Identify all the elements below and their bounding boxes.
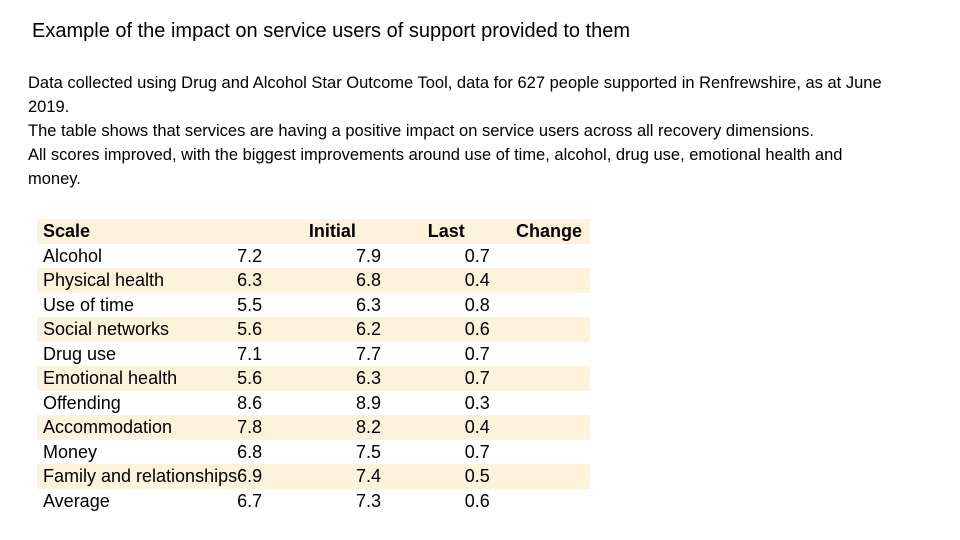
cell-change: 0.7 (464, 441, 490, 462)
cell-initial: 6.7 (237, 490, 263, 511)
cell-scale: Social networks (43, 319, 170, 339)
cell-change: 0.8 (464, 294, 490, 315)
cell-initial: 7.8 (237, 417, 263, 437)
cell-last: 6.3 (355, 294, 381, 315)
cell-initial: 7.2 (237, 245, 263, 266)
cell-scale: Accommodation (43, 417, 173, 437)
cell-last: 7.3 (355, 490, 381, 511)
cell-last: 8.9 (355, 392, 381, 413)
outcomes-table: Scale Initial Last Change Alcohol 7.2 7.9 0… (37, 219, 590, 513)
cell-change: 0.3 (464, 392, 490, 413)
cell-initial: 8.6 (237, 392, 263, 413)
cell-scale: Emotional health (43, 368, 178, 388)
cell-scale: Drug use (43, 343, 117, 364)
table-header-row: Scale Initial Last Change (37, 219, 590, 244)
table-row: Use of time 5.5 6.3 0.8 (37, 292, 590, 317)
cell-last: 8.2 (355, 417, 381, 437)
table-row: Money 6.8 7.5 0.7 (37, 439, 590, 464)
header-change: Change (515, 221, 582, 241)
cell-change: 0.6 (464, 319, 490, 339)
cell-last: 7.7 (355, 343, 381, 364)
cell-last: 7.4 (355, 466, 381, 486)
cell-initial: 5.5 (237, 294, 263, 315)
cell-change: 0.7 (464, 245, 490, 266)
cell-last: 6.2 (355, 319, 381, 339)
table-row: Drug use 7.1 7.7 0.7 (37, 341, 590, 366)
cell-scale: Offending (43, 392, 121, 413)
cell-last: 7.9 (355, 245, 381, 266)
outcomes-table-wrap: Scale Initial Last Change Alcohol 7.2 7.9 0… (37, 219, 590, 513)
cell-initial: 6.9 (237, 466, 263, 486)
table-row: Average 6.7 7.3 0.6 (37, 488, 590, 513)
cell-last: 6.3 (355, 368, 381, 388)
cell-change: 0.7 (464, 343, 490, 364)
cell-initial: 7.1 (237, 343, 263, 364)
table-row: Emotional health 5.6 6.3 0.7 (37, 366, 590, 391)
header-scale: Scale (43, 221, 91, 241)
table-row: Physical health 6.3 6.8 0.4 (37, 268, 590, 293)
header-last: Last (427, 221, 465, 241)
cell-initial: 6.3 (237, 270, 263, 290)
intro-paragraph: Data collected using Drug and Alcohol St… (28, 74, 882, 116)
table-row: Family and relationships 6.9 7.4 0.5 (37, 464, 590, 489)
cell-change: 0.5 (464, 466, 490, 486)
cell-scale: Use of time (43, 294, 135, 315)
slide-title: Example of the impact on service users o… (32, 20, 631, 42)
cell-scale: Physical health (43, 270, 165, 290)
cell-last: 7.5 (355, 441, 381, 462)
header-initial: Initial (308, 221, 356, 241)
cell-change: 0.4 (464, 417, 490, 437)
cell-scale: Alcohol (43, 245, 103, 266)
table-body: Alcohol 7.2 7.9 0.7 Physical health 6.3 6.8 0.4… (37, 243, 590, 513)
intro-text: Data collected using Drug and Alcohol St… (28, 71, 888, 191)
cell-change: 0.7 (464, 368, 490, 388)
cell-scale: Average (43, 490, 110, 511)
cell-change: 0.6 (464, 490, 490, 511)
cell-initial: 6.8 (237, 441, 263, 462)
table-row: Social networks 5.6 6.2 0.6 (37, 317, 590, 342)
intro-paragraph: The table shows that services are having… (28, 122, 814, 140)
cell-scale: Family and relationships (43, 466, 238, 486)
cell-last: 6.8 (355, 270, 381, 290)
cell-initial: 5.6 (237, 368, 263, 388)
cell-initial: 5.6 (237, 319, 263, 339)
cell-scale: Money (43, 441, 98, 462)
table-row: Alcohol 7.2 7.9 0.7 (37, 243, 590, 268)
intro-paragraph: All scores improved, with the biggest im… (28, 146, 843, 188)
cell-change: 0.4 (464, 270, 490, 290)
table-row: Offending 8.6 8.9 0.3 (37, 390, 590, 415)
table-row: Accommodation 7.8 8.2 0.4 (37, 415, 590, 440)
